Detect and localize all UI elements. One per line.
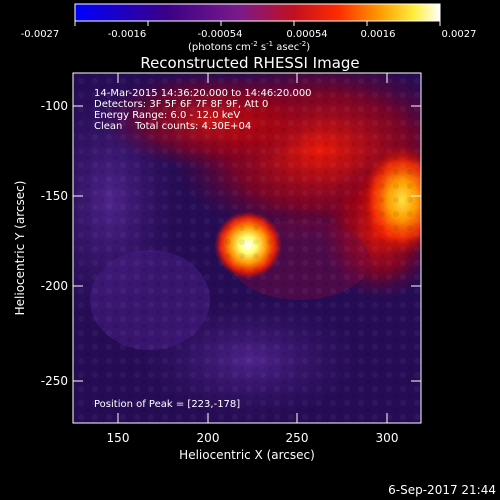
colorbar-tick-label: 0.0016 (361, 29, 396, 40)
y-axis-label: Heliocentric Y (arcsec) (13, 181, 27, 316)
colorbar-gradient (74, 3, 441, 22)
colorbar: -0.0027 -0.0016 -0.00054 0.00054 0.0016 … (21, 3, 477, 53)
colorbar-tick-label: -0.0016 (108, 29, 147, 40)
colorbar-tick-label: 0.0027 (442, 29, 477, 40)
colorbar-tick-label: -0.00054 (198, 29, 243, 40)
peak-position-label: Position of Peak = [223,-178] (94, 399, 240, 410)
x-tick-label: 200 (197, 431, 220, 445)
y-tick-label: -200 (41, 279, 68, 293)
x-tick-label: 150 (107, 431, 130, 445)
y-tick-label: -100 (41, 99, 68, 113)
timestamp: 6-Sep-2017 21:44 (388, 483, 496, 497)
info-line-detectors: Detectors: 3F 5F 6F 7F 8F 9F, Att 0 (94, 99, 268, 110)
info-annotation: 14-Mar-2015 14:36:20.000 to 14:46:20.000… (94, 88, 312, 132)
colorbar-tick-label: -0.0027 (21, 29, 60, 40)
info-line-energy: Energy Range: 6.0 - 12.0 keV (94, 110, 240, 121)
y-tick-label: -150 (41, 189, 68, 203)
plot-title: Reconstructed RHESSI Image (140, 54, 359, 72)
y-tick-label: -250 (41, 374, 68, 388)
plot-frame (72, 72, 422, 424)
colorbar-units: (photons cm-2 s-1 asec-2) (188, 40, 310, 53)
info-line-clean: Clean Total counts: 4.30E+04 (94, 121, 251, 132)
x-tick-label: 300 (376, 431, 399, 445)
y-axis-ticks (73, 105, 421, 382)
colorbar-tick-label: 0.00054 (286, 29, 327, 40)
x-tick-label: 250 (286, 431, 309, 445)
colorbar-ticks (74, 21, 441, 26)
solar-image (73, 73, 421, 423)
x-axis-label: Heliocentric X (arcsec) (179, 448, 315, 462)
x-axis-ticks (117, 73, 388, 423)
info-line-time: 14-Mar-2015 14:36:20.000 to 14:46:20.000 (94, 88, 312, 99)
